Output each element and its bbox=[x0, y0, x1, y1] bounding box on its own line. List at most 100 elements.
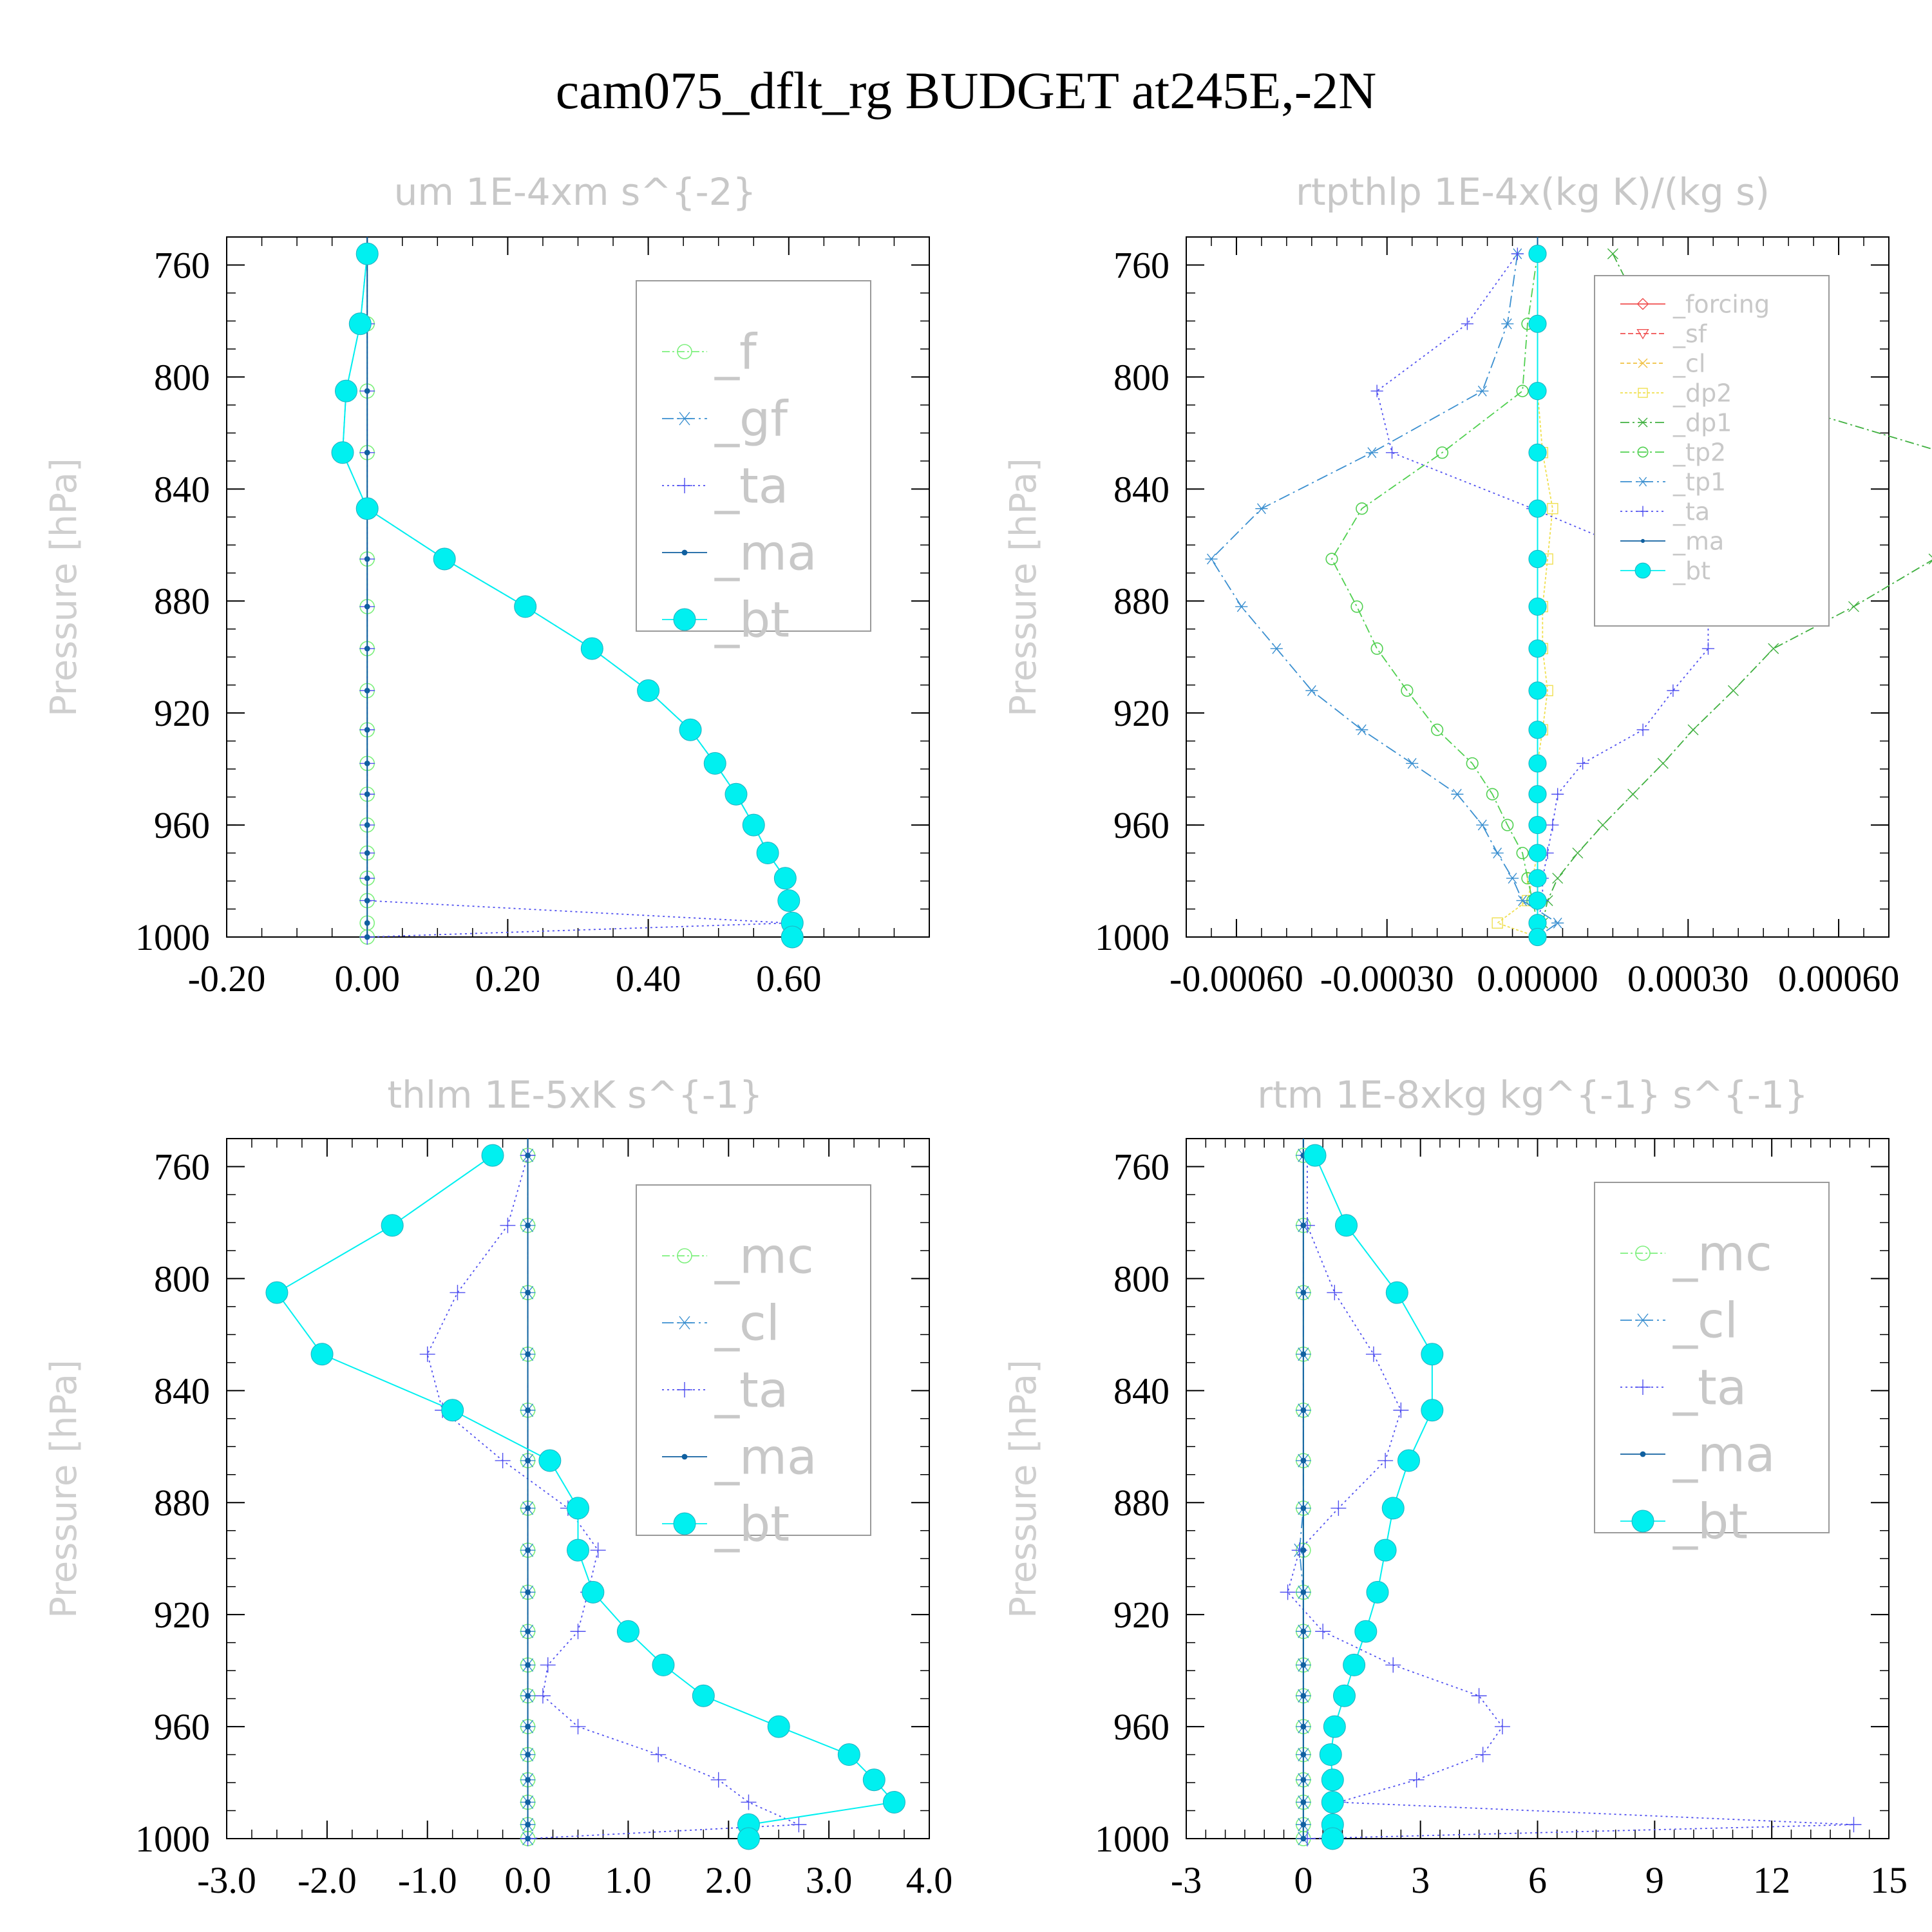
data-point bbox=[1636, 329, 1649, 340]
data-point bbox=[525, 1723, 531, 1730]
data-point bbox=[703, 752, 726, 775]
legend-label: _f bbox=[714, 323, 758, 381]
data-point bbox=[450, 1285, 466, 1301]
legend-label: _tp1 bbox=[1672, 468, 1726, 496]
data-point bbox=[1335, 1214, 1358, 1237]
data-point bbox=[364, 850, 370, 856]
plot-frame bbox=[1186, 1138, 1889, 1839]
data-point bbox=[1321, 1790, 1344, 1814]
data-point bbox=[1397, 1449, 1420, 1472]
x-tick-label: 1.0 bbox=[605, 1859, 652, 1901]
panel-title: rtm 1E-8xkg kg^{-1} s^{-1} bbox=[1257, 1073, 1808, 1117]
data-point bbox=[1350, 600, 1363, 613]
y-tick-label: 800 bbox=[1113, 356, 1170, 398]
legend-label: _bt bbox=[714, 1495, 790, 1553]
data-point bbox=[525, 1628, 531, 1634]
data-point bbox=[1637, 477, 1649, 487]
data-point bbox=[364, 934, 370, 940]
data-point bbox=[1461, 317, 1473, 330]
y-tick-label: 960 bbox=[1113, 804, 1170, 846]
y-tick-label: 920 bbox=[154, 1594, 210, 1636]
data-point bbox=[525, 1547, 531, 1553]
data-point bbox=[1528, 382, 1547, 401]
data-point bbox=[582, 1580, 605, 1604]
y-tick-label: 920 bbox=[154, 692, 210, 734]
data-point bbox=[837, 1743, 860, 1766]
legend-label: _ma bbox=[714, 524, 817, 582]
x-tick-label: 0.20 bbox=[475, 958, 541, 999]
x-tick-label: 0.00000 bbox=[1477, 958, 1598, 999]
x-tick-label: -3.0 bbox=[197, 1859, 256, 1901]
legend-label: _bt bbox=[714, 591, 790, 649]
plot-frame bbox=[226, 236, 930, 938]
data-point bbox=[1516, 846, 1529, 860]
data-point bbox=[1638, 388, 1648, 398]
data-point bbox=[525, 1407, 531, 1414]
x-tick-label: 15 bbox=[1870, 1859, 1908, 1901]
data-point bbox=[1552, 873, 1564, 884]
legend-box bbox=[636, 1184, 871, 1536]
data-point bbox=[1300, 1628, 1307, 1634]
data-point bbox=[364, 687, 370, 694]
plot-area-rtpthlp: -0.00060 -0.00030 0.00000 0.00030 0.00060 760… bbox=[1095, 236, 1932, 999]
data-point bbox=[1635, 1245, 1651, 1261]
data-point bbox=[1321, 1768, 1344, 1792]
data-point bbox=[364, 791, 370, 797]
data-point bbox=[355, 497, 379, 520]
data-point bbox=[1528, 754, 1547, 773]
data-point bbox=[1435, 446, 1449, 459]
data-point bbox=[692, 1684, 715, 1707]
x-tick-label: -2.0 bbox=[298, 1859, 357, 1901]
data-point bbox=[481, 1144, 504, 1167]
plot-area-um: -0.20 0.00 0.20 0.40 0.60 760 800 840 880 920 960 1… bbox=[135, 236, 930, 999]
data-point bbox=[500, 1217, 516, 1233]
data-point bbox=[1421, 1399, 1444, 1422]
data-point bbox=[862, 1768, 886, 1792]
data-point bbox=[677, 412, 692, 426]
data-point bbox=[1406, 757, 1419, 769]
legend-label: _dp1 bbox=[1672, 408, 1732, 437]
data-point bbox=[570, 1719, 586, 1735]
x-tick-label: -1.0 bbox=[398, 1859, 457, 1901]
data-point bbox=[1300, 1505, 1307, 1511]
data-point bbox=[791, 1817, 807, 1833]
data-point bbox=[1300, 1289, 1307, 1296]
data-point bbox=[364, 603, 370, 610]
data-point bbox=[773, 867, 797, 890]
y-tick-label: 760 bbox=[1113, 1146, 1170, 1188]
y-tick-label: 840 bbox=[154, 1370, 210, 1412]
data-point bbox=[535, 1688, 551, 1704]
data-point bbox=[756, 842, 779, 865]
data-point bbox=[1305, 685, 1318, 696]
panel-rtm: rtm 1E-8xkg kg^{-1} s^{-1} Pressure [hPa… bbox=[1003, 1073, 1908, 1901]
data-point bbox=[364, 726, 370, 733]
data-point bbox=[1928, 553, 1932, 565]
data-point bbox=[1205, 553, 1218, 565]
data-point bbox=[381, 1214, 404, 1237]
data-point bbox=[616, 1620, 639, 1643]
plot-frame bbox=[226, 1138, 930, 1839]
data-point bbox=[1636, 723, 1649, 736]
data-point bbox=[1393, 1402, 1409, 1418]
data-point bbox=[1315, 1624, 1331, 1640]
data-point bbox=[1421, 1343, 1444, 1366]
legend-label: _dp2 bbox=[1672, 379, 1732, 407]
data-point bbox=[681, 1454, 688, 1460]
data-point bbox=[1528, 891, 1547, 910]
data-point bbox=[590, 1542, 606, 1558]
data-point bbox=[1476, 385, 1489, 397]
data-point bbox=[652, 1653, 675, 1676]
data-point bbox=[1385, 1657, 1401, 1673]
panel-title: rtpthlp 1E-4x(kg K)/(kg s) bbox=[1296, 170, 1770, 214]
x-tick-label: 0.60 bbox=[756, 958, 822, 999]
x-tick-label: 2.0 bbox=[705, 1859, 752, 1901]
data-point bbox=[677, 1382, 692, 1397]
data-point bbox=[265, 1281, 289, 1304]
y-tick-label: 1000 bbox=[135, 916, 210, 958]
data-point bbox=[1635, 1379, 1651, 1395]
data-point bbox=[355, 242, 379, 265]
data-point bbox=[567, 1539, 589, 1562]
x-tick-label: 0.00060 bbox=[1778, 958, 1900, 999]
data-point bbox=[1300, 1799, 1307, 1805]
series-line bbox=[1537, 253, 1932, 938]
